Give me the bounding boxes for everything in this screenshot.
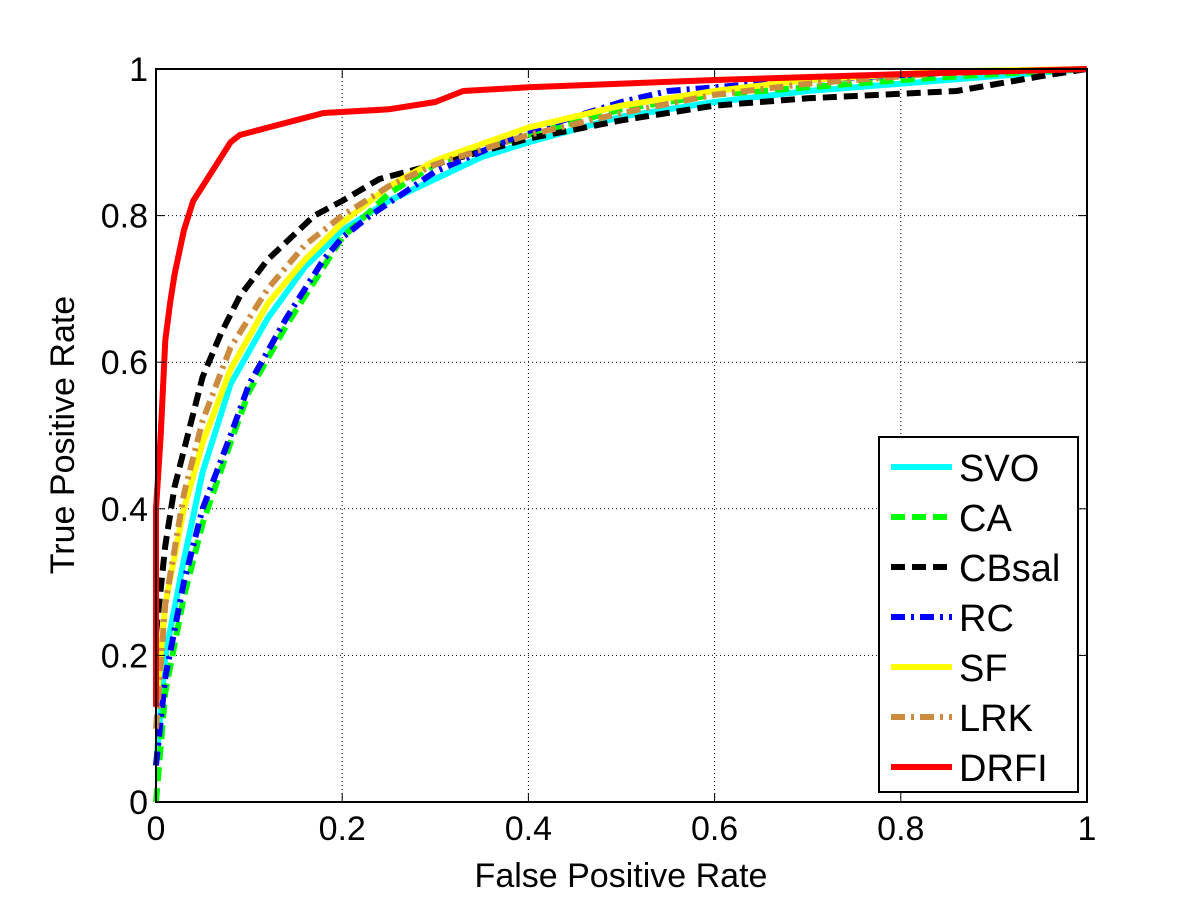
legend: SVO CA CBsal RC SF LRK DRFI: [878, 436, 1079, 793]
series-line-rc: [153, 66, 1088, 766]
y-ticks: 0 0.2 0.4 0.6 0.8 1: [101, 51, 1087, 822]
y-tick-label: 0.2: [101, 637, 148, 675]
series-line-svo: [153, 66, 1088, 766]
axes-frame: [155, 68, 1088, 803]
y-tick-label: 0.4: [101, 491, 148, 529]
x-tick-label: 0.2: [319, 810, 366, 848]
series-lines: [153, 66, 1088, 803]
x-ticks: 0 0.2 0.4 0.6 0.8 1: [147, 69, 1097, 848]
legend-label-drfi: DRFI: [959, 748, 1048, 790]
axes-box: [155, 68, 1088, 803]
x-tick-label: 0.4: [505, 810, 552, 848]
x-axis-label: False Positive Rate: [475, 857, 768, 895]
x-tick-label: 0: [147, 810, 166, 848]
x-tick-label: 0.8: [877, 810, 924, 848]
x-tick-label: 0.6: [691, 810, 738, 848]
legend-label-svo: SVO: [959, 448, 1039, 490]
legend-label-sf: SF: [959, 648, 1008, 690]
legend-label-ca: CA: [959, 498, 1012, 540]
series-line-sf: [153, 66, 1088, 707]
series-line-drfi: [153, 66, 1088, 707]
x-tick-label: 1: [1078, 810, 1097, 848]
y-tick-label: 0.6: [101, 344, 148, 382]
series-line-lrk: [153, 66, 1088, 729]
y-axis-label: True Positive Rate: [44, 296, 82, 574]
legend-label-lrk: LRK: [959, 698, 1033, 740]
y-tick-label: 0.8: [101, 198, 148, 236]
legend-label-rc: RC: [959, 598, 1014, 640]
y-tick-label: 1: [129, 51, 148, 89]
legend-label-cbsal: CBsal: [959, 548, 1060, 590]
y-tick-label: 0: [129, 784, 148, 822]
series-line-cbsal: [153, 66, 1088, 634]
